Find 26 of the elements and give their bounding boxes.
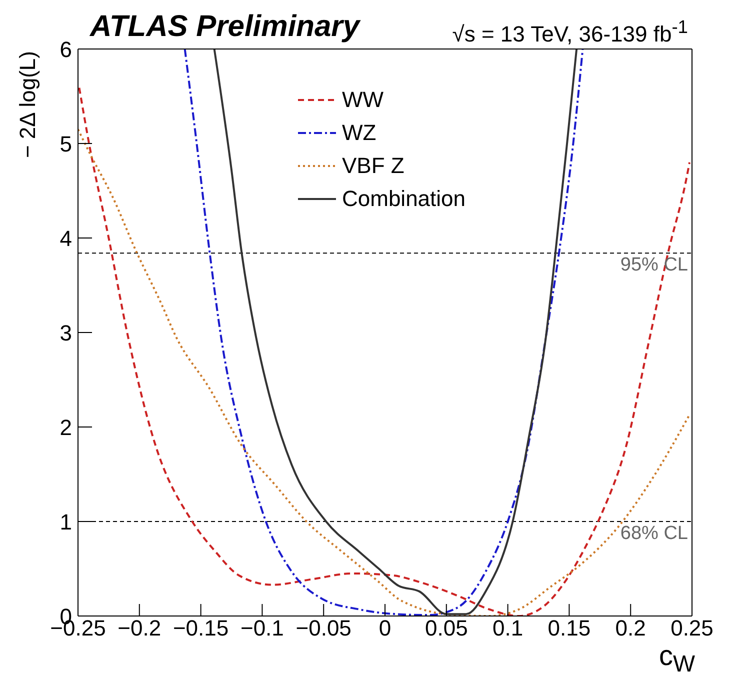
x-tick-label: 0 — [378, 616, 392, 641]
x-tick-label: −0.05 — [296, 616, 352, 641]
x-tick-label: 0.15 — [548, 616, 591, 641]
legend-label: VBF Z — [342, 152, 404, 178]
x-tick-label: 0.05 — [424, 616, 468, 641]
x-axis-title: c$_{W}$ — [658, 640, 695, 678]
y-tick-label: 1 — [60, 509, 72, 534]
ref-line-label: 68% CL — [620, 522, 688, 544]
x-tick-label: −0.1 — [240, 616, 284, 641]
x-tick-label: 0.25 — [670, 616, 714, 641]
x-tick-label: −0.15 — [172, 616, 229, 641]
x-tick-label: 0.2 — [615, 616, 646, 641]
x-tick-label: −0.2 — [118, 616, 162, 641]
chart-title: ATLAS Preliminary — [90, 10, 360, 44]
y-tick-label: 2 — [60, 414, 72, 440]
y-tick-label: 3 — [60, 320, 72, 346]
y-tick-label: 4 — [60, 226, 72, 251]
y-tick-label: 6 — [60, 36, 72, 62]
legend-label: WZ — [342, 120, 376, 146]
y-axis-title: − 2Δ log(L) — [15, 51, 41, 160]
chart-subtitle: √s = 13 TeV, 36-139 fb$^{-1}$ — [452, 16, 688, 48]
x-tick-label: 0.1 — [492, 616, 524, 641]
legend-label: Combination — [342, 186, 466, 212]
ref-line-label: 95% CL — [620, 254, 688, 276]
y-tick-label: 5 — [60, 131, 72, 156]
legend-label: WW — [342, 86, 384, 112]
